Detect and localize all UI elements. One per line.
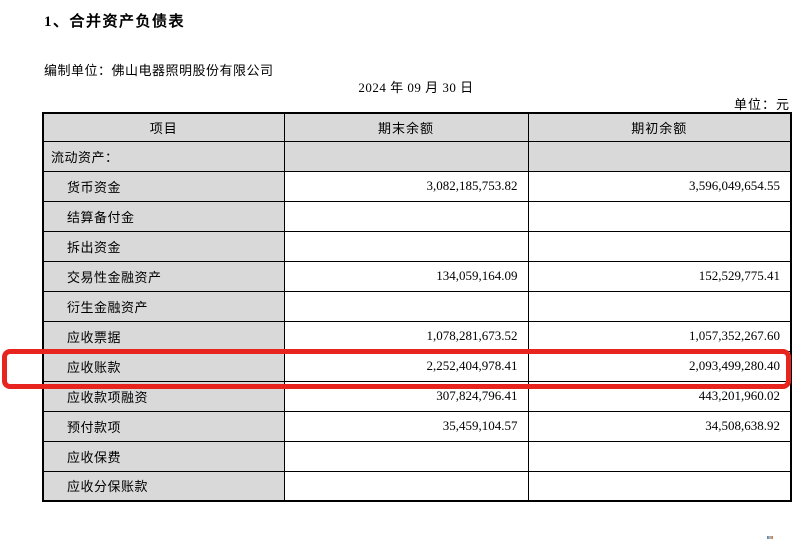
end-balance-cell [283,440,529,472]
table-row-section: 流动资产： [42,140,792,172]
begin-balance-cell: 152,529,775.41 [527,260,792,292]
item-cell: 应收款项融资 [42,380,285,412]
item-cell: 衍生金融资产 [42,290,285,322]
item-cell: 应收账款 [42,350,285,382]
end-balance-cell: 307,824,796.41 [283,380,529,412]
begin-balance-cell: 2,093,499,280.40 [527,350,792,382]
section-heading: 1、合并资产负债表 [44,14,186,30]
table-row: 应收款项融资 307,824,796.41 443,201,960.02 [42,380,792,412]
item-cell: 货币资金 [42,170,285,202]
table-row: 应收票据 1,078,281,673.52 1,057,352,267.60 [42,320,792,352]
table-row: 应收分保账款 [42,470,792,502]
item-cell: 应收分保账款 [42,470,285,502]
table-row-highlighted: 应收账款 2,252,404,978.41 2,093,499,280.40 [42,350,792,382]
table-row: 衍生金融资产 [42,290,792,322]
table-row: 拆出资金 [42,230,792,262]
end-balance-cell [283,230,529,262]
unit-label: 单位：元 [733,97,790,112]
column-header-begin-balance: 期初余额 [527,112,792,142]
table-row: 应收保费 [42,440,792,472]
balance-sheet-table: 项目 期末余额 期初余额 流动资产： 货币资金 3,082,185,753.82… [42,112,792,502]
begin-balance-cell: 34,508,638.92 [527,410,792,442]
begin-balance-cell [527,290,792,322]
end-balance-cell [283,200,529,232]
prepared-by-line: 编制单位：佛山电器照明股份有限公司 [44,63,274,78]
table-row: 结算备付金 [42,200,792,232]
end-balance-cell [283,470,529,502]
table-header-row: 项目 期末余额 期初余额 [42,112,792,142]
begin-balance-cell [527,200,792,232]
begin-balance-cell [527,470,792,502]
end-balance-cell: 35,459,104.57 [283,410,529,442]
table-row: 预付款项 35,459,104.57 34,508,638.92 [42,410,792,442]
begin-balance-cell: 1,057,352,267.60 [527,320,792,352]
item-cell: 应收保费 [42,440,285,472]
end-balance-cell [283,140,529,172]
item-cell: 拆出资金 [42,230,285,262]
render-artifact [767,536,773,539]
end-balance-cell: 3,082,185,753.82 [283,170,529,202]
begin-balance-cell [527,230,792,262]
end-balance-cell: 1,078,281,673.52 [283,320,529,352]
column-header-end-balance: 期末余额 [283,112,529,142]
item-cell: 结算备付金 [42,200,285,232]
column-header-item: 项目 [42,112,285,142]
begin-balance-cell [527,140,792,172]
begin-balance-cell: 443,201,960.02 [527,380,792,412]
begin-balance-cell: 3,596,049,654.55 [527,170,792,202]
table-row: 交易性金融资产 134,059,164.09 152,529,775.41 [42,260,792,292]
report-date: 2024 年 09 月 30 日 [358,80,474,95]
item-cell: 预付款项 [42,410,285,442]
end-balance-cell: 134,059,164.09 [283,260,529,292]
table-row: 货币资金 3,082,185,753.82 3,596,049,654.55 [42,170,792,202]
item-cell: 交易性金融资产 [42,260,285,292]
end-balance-cell: 2,252,404,978.41 [283,350,529,382]
begin-balance-cell [527,440,792,472]
item-cell: 应收票据 [42,320,285,352]
end-balance-cell [283,290,529,322]
item-cell: 流动资产： [42,140,285,172]
